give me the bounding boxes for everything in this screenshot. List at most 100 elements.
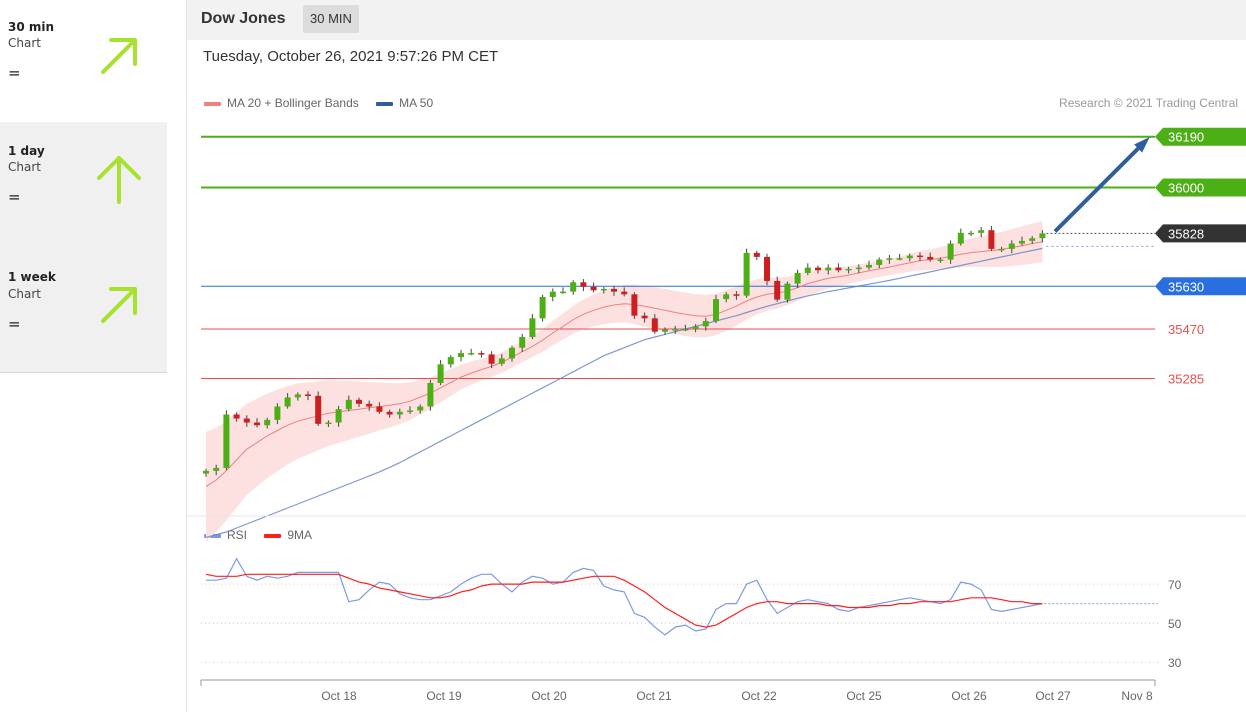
candle-body bbox=[947, 243, 954, 260]
candle-body bbox=[651, 318, 658, 332]
candle bbox=[733, 291, 740, 300]
candle bbox=[988, 225, 995, 252]
price-label-pivot: 35630 bbox=[1155, 277, 1246, 296]
candle bbox=[213, 464, 220, 476]
timeframe-item-1week[interactable]: 1 week Chart = bbox=[0, 247, 167, 373]
candle-body bbox=[213, 467, 220, 471]
candle bbox=[437, 360, 444, 386]
candle-body bbox=[927, 256, 934, 260]
candle bbox=[764, 253, 770, 286]
candle bbox=[335, 405, 342, 427]
candle-body bbox=[713, 299, 719, 322]
timeframe-badge[interactable]: 30 MIN bbox=[303, 5, 359, 33]
candle-body bbox=[794, 272, 801, 284]
candle-body bbox=[437, 364, 444, 383]
legend-swatch-ma50 bbox=[376, 101, 394, 106]
price-label-text: 35828 bbox=[1168, 226, 1204, 241]
candle-body bbox=[223, 414, 230, 468]
candle-body bbox=[345, 399, 352, 410]
candle bbox=[498, 354, 505, 366]
candle bbox=[264, 417, 271, 429]
legend-item-9ma: 9MA bbox=[264, 528, 312, 542]
candle-body bbox=[570, 282, 577, 292]
candle bbox=[1029, 236, 1036, 245]
forecast-arrow-head bbox=[1134, 137, 1150, 153]
ma20-line bbox=[205, 241, 1043, 488]
candle-body bbox=[1008, 243, 1015, 249]
price-label-text: 36190 bbox=[1168, 130, 1204, 145]
candle bbox=[825, 264, 832, 275]
candle bbox=[345, 395, 352, 412]
candle bbox=[855, 264, 862, 274]
candle bbox=[845, 266, 852, 274]
candle-body bbox=[294, 394, 301, 398]
candle bbox=[243, 415, 250, 427]
candle bbox=[1039, 230, 1046, 243]
candle-body bbox=[203, 470, 209, 474]
candle bbox=[376, 402, 383, 414]
candle bbox=[203, 468, 209, 477]
timeframe-label: 30 min bbox=[8, 20, 55, 34]
candle bbox=[407, 406, 413, 414]
candle-body bbox=[1029, 238, 1036, 241]
candle bbox=[998, 246, 1005, 253]
candle-body bbox=[447, 357, 454, 365]
candle bbox=[957, 228, 964, 246]
candle bbox=[600, 286, 607, 294]
candle-body bbox=[1039, 233, 1046, 239]
candle bbox=[611, 285, 617, 296]
candle bbox=[886, 255, 893, 264]
candle-body bbox=[539, 296, 546, 319]
status-equal-icon: = bbox=[8, 315, 21, 333]
candle-body bbox=[468, 353, 475, 355]
candle-body bbox=[274, 406, 281, 420]
candle bbox=[223, 410, 230, 471]
chart-header: Dow Jones 30 MIN bbox=[187, 0, 1246, 40]
candle-body bbox=[458, 353, 464, 358]
x-tick-label: Oct 20 bbox=[531, 689, 567, 703]
candle bbox=[968, 230, 974, 237]
candle bbox=[662, 327, 668, 335]
candle bbox=[254, 418, 260, 428]
bollinger-band bbox=[206, 221, 1043, 542]
candle bbox=[570, 280, 577, 295]
candle-body bbox=[254, 422, 260, 426]
candle bbox=[417, 404, 424, 414]
candle-body bbox=[764, 256, 770, 281]
candle bbox=[315, 391, 322, 426]
candle-body bbox=[815, 267, 821, 271]
candle-body bbox=[937, 259, 944, 262]
candle bbox=[621, 287, 628, 297]
instrument-title: Dow Jones bbox=[201, 10, 286, 27]
candle bbox=[917, 252, 923, 262]
candle-body bbox=[662, 329, 668, 332]
price-label-support: 35470 bbox=[1168, 322, 1204, 337]
candle-body bbox=[631, 294, 638, 316]
x-tick-label: Oct 25 bbox=[846, 689, 882, 703]
candle bbox=[427, 379, 434, 411]
legend-swatch-ma20 bbox=[204, 101, 221, 106]
timeframe-label: 1 week bbox=[8, 270, 56, 284]
status-equal-icon: = bbox=[8, 188, 21, 206]
candle bbox=[651, 314, 658, 334]
x-tick-label: Oct 27 bbox=[1035, 689, 1071, 703]
timeframe-label: 1 day bbox=[8, 144, 45, 158]
arrow-up-right-icon bbox=[101, 38, 137, 74]
candle bbox=[947, 240, 954, 264]
candle-body bbox=[478, 353, 485, 355]
legend-item-ma50: MA 50 bbox=[376, 96, 433, 110]
candle bbox=[509, 345, 515, 362]
rsi-line bbox=[206, 557, 1043, 636]
price-label-last: 35828 bbox=[1155, 224, 1246, 243]
candle bbox=[876, 257, 883, 269]
candle bbox=[774, 276, 781, 302]
candle-body bbox=[855, 267, 862, 270]
candle bbox=[906, 253, 913, 262]
arrow-up-icon bbox=[97, 156, 141, 204]
candle bbox=[549, 288, 556, 302]
chart-label: Chart bbox=[8, 160, 41, 174]
rsi-tick-label: 30 bbox=[1168, 656, 1182, 670]
candle-body bbox=[957, 232, 964, 244]
candle bbox=[641, 312, 648, 323]
